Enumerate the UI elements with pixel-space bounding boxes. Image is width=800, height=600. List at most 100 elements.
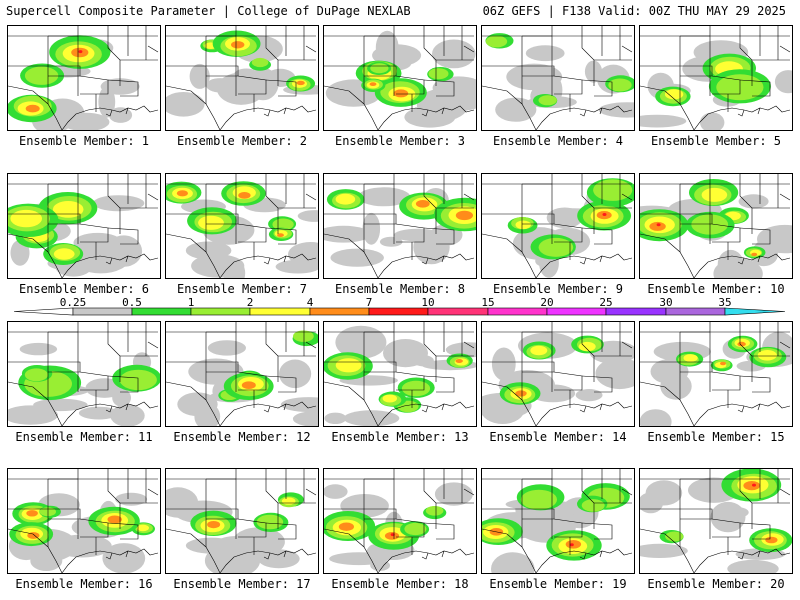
state-boundary xyxy=(599,255,603,263)
state-boundary xyxy=(421,109,429,117)
state-boundary xyxy=(395,371,425,391)
member-map-svg xyxy=(8,174,159,278)
state-boundary xyxy=(107,522,139,540)
state-boundary xyxy=(377,253,475,278)
state-boundary xyxy=(8,528,63,573)
scp-shading xyxy=(379,236,403,247)
state-boundary xyxy=(739,469,753,529)
member-map-svg xyxy=(640,26,792,130)
state-boundary xyxy=(219,401,317,426)
state-boundary xyxy=(579,257,587,265)
state-boundary xyxy=(265,322,279,382)
state-boundary xyxy=(421,552,429,560)
state-boundary xyxy=(553,75,583,95)
state-boundary xyxy=(107,322,121,382)
state-boundary xyxy=(206,508,239,520)
colorbar-tick-label: 0.25 xyxy=(60,298,87,309)
state-boundary xyxy=(621,341,633,349)
state-boundary xyxy=(395,518,425,538)
member-map-svg xyxy=(8,26,159,130)
scp-shading xyxy=(640,492,664,514)
scp-shading xyxy=(280,397,318,413)
state-boundary xyxy=(283,107,287,115)
scp-shading xyxy=(425,506,444,516)
state-boundary xyxy=(305,488,317,496)
state-boundary xyxy=(693,401,791,426)
ensemble-member-map xyxy=(7,321,161,427)
scp-shading xyxy=(238,192,251,199)
state-boundary xyxy=(581,469,595,529)
state-boundary xyxy=(377,105,475,130)
scp-shading xyxy=(640,114,687,128)
state-boundary xyxy=(711,223,741,243)
ensemble-member-label: Ensemble Member: 14 xyxy=(489,430,627,444)
state-boundary xyxy=(423,227,455,245)
state-boundary xyxy=(105,552,113,560)
state-boundary xyxy=(125,107,129,115)
scp-shading xyxy=(445,342,476,358)
state-boundary xyxy=(206,213,239,225)
ensemble-member-map xyxy=(7,468,161,574)
state-boundary xyxy=(265,26,279,86)
state-boundary xyxy=(581,79,613,97)
state-boundary xyxy=(463,488,475,496)
state-boundary xyxy=(463,45,475,53)
ensemble-member-label: Ensemble Member: 8 xyxy=(334,282,466,296)
scp-shading xyxy=(247,67,279,101)
state-boundary xyxy=(324,85,379,130)
member-map-svg xyxy=(482,322,634,426)
ensemble-member-map xyxy=(481,25,635,131)
colorbar-tick-label: 7 xyxy=(366,298,373,309)
scp-shading xyxy=(107,515,122,524)
state-boundary xyxy=(237,371,267,391)
scp-shading xyxy=(25,104,40,113)
state-boundary xyxy=(61,105,159,130)
scp-shading xyxy=(640,409,672,426)
state-boundary xyxy=(105,257,113,265)
state-boundary xyxy=(219,548,317,573)
scp-shading xyxy=(608,78,632,92)
scp-shading xyxy=(296,80,305,86)
member-map-svg xyxy=(324,174,476,278)
scp-shading xyxy=(231,41,245,49)
ensemble-member-label: Ensemble Member: 16 xyxy=(15,577,153,591)
state-boundary xyxy=(265,522,297,540)
state-boundary xyxy=(680,361,713,373)
scp-shading xyxy=(277,233,284,237)
scp-shading xyxy=(19,342,58,356)
state-boundary xyxy=(219,253,317,278)
state-boundary xyxy=(395,75,425,95)
state-boundary xyxy=(423,322,437,382)
ensemble-member-label: Ensemble Member: 19 xyxy=(489,577,627,591)
member-map-svg xyxy=(166,469,317,573)
state-boundary xyxy=(237,75,267,95)
state-boundary xyxy=(265,227,297,245)
scp-shading xyxy=(683,354,698,362)
state-boundary xyxy=(579,405,587,413)
state-boundary xyxy=(553,223,583,243)
ensemble-member-map xyxy=(165,468,319,574)
scp-shading xyxy=(569,543,574,547)
colorbar-low-tip xyxy=(13,307,74,316)
colorbar-segment xyxy=(605,307,667,316)
ensemble-member-map xyxy=(639,468,793,574)
state-boundary xyxy=(581,322,595,382)
scp-shading xyxy=(743,481,761,491)
state-boundary xyxy=(441,255,445,263)
scp-shading xyxy=(544,507,570,538)
scp-shading xyxy=(92,195,145,212)
scp-shading xyxy=(661,483,678,501)
member-map-svg xyxy=(166,322,318,426)
state-boundary xyxy=(147,193,159,201)
scp-shading xyxy=(185,537,237,554)
state-boundary xyxy=(265,174,279,234)
scp-shading xyxy=(166,92,205,117)
scp-shading xyxy=(176,190,188,197)
state-boundary xyxy=(265,79,297,97)
scp-shading xyxy=(369,82,377,86)
state-boundary xyxy=(737,552,745,560)
state-boundary xyxy=(48,65,81,77)
member-map-svg xyxy=(324,469,475,573)
colorbar-segment xyxy=(249,307,311,316)
colorbar-segment xyxy=(546,307,607,316)
